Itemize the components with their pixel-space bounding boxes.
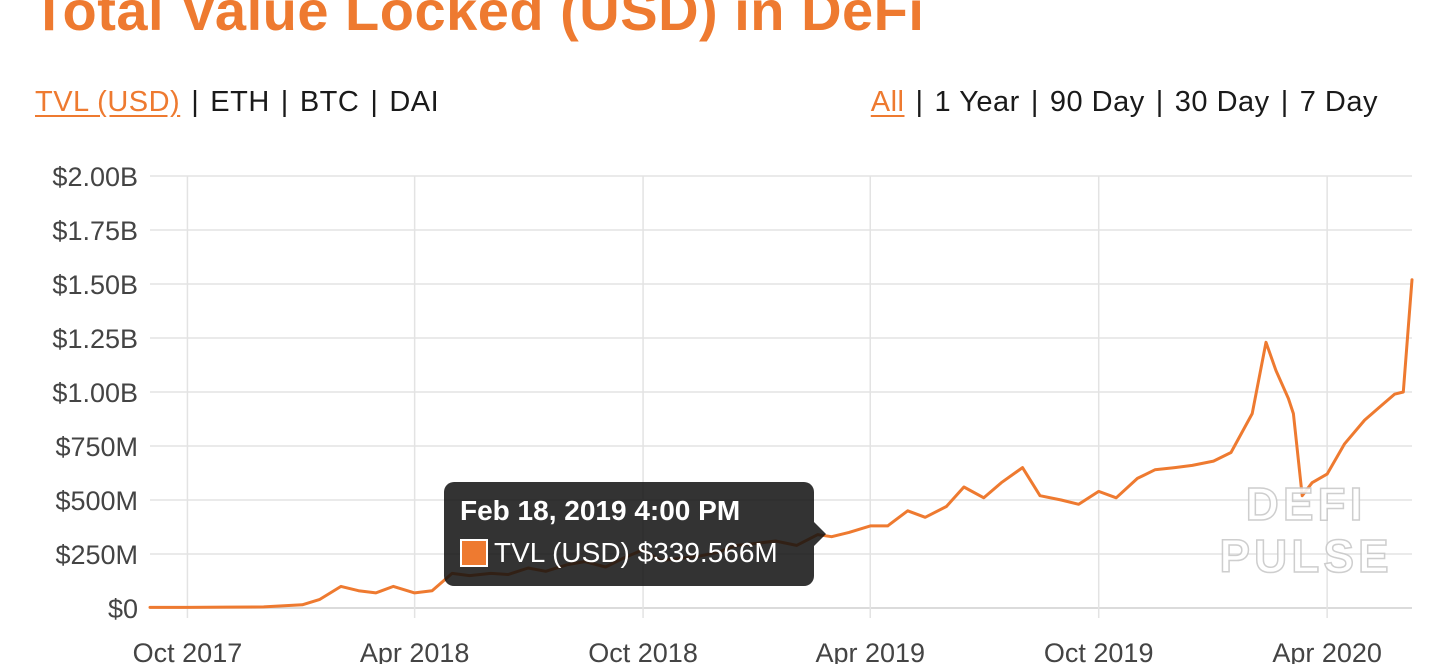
- tab-separator: |: [191, 86, 200, 118]
- tooltip-date: Feb 18, 2019 4:00 PM: [460, 495, 741, 526]
- y-tick-label: $1.75B: [52, 216, 138, 246]
- page-title: Total Value Locked (USD) in DeFi: [32, 0, 925, 42]
- range-90-day[interactable]: 90 Day: [1049, 86, 1145, 118]
- tab-separator: |: [1155, 86, 1164, 118]
- range-all[interactable]: All: [870, 86, 905, 118]
- tab-eth[interactable]: ETH: [210, 86, 270, 118]
- x-axis-ticks: Oct 2017 Apr 2018 Oct 2018 Apr 2019 Oct 2019…: [133, 638, 1382, 664]
- y-tick-label: $500M: [55, 486, 138, 516]
- tab-separator: |: [280, 86, 289, 118]
- watermark-line-1: DEFI: [1245, 477, 1367, 531]
- range-tabs: All | 1 Year | 90 Day | 30 Day | 7 Day: [871, 86, 1378, 119]
- y-tick-label: $0: [108, 594, 138, 624]
- y-tick-label: $2.00B: [52, 162, 138, 192]
- metric-tabs: TVL (USD) | ETH | BTC | DAI: [35, 86, 439, 119]
- x-tick-label: Apr 2018: [360, 638, 470, 664]
- tab-tvl-usd[interactable]: TVL (USD): [35, 86, 181, 118]
- tab-separator: |: [1030, 86, 1039, 118]
- tooltip-row: TVL (USD) $339.566M: [460, 536, 798, 570]
- tab-dai[interactable]: DAI: [389, 86, 440, 118]
- tab-separator: |: [370, 86, 379, 118]
- y-tick-label: $1.25B: [52, 324, 138, 354]
- y-axis-ticks: $0 $250M $500M $750M $1.00B $1.25B $1.50B $1.75…: [52, 162, 138, 624]
- x-tick-label: Oct 2017: [133, 638, 243, 664]
- x-tick-label: Oct 2019: [1044, 638, 1154, 664]
- x-tick-label: Apr 2019: [815, 638, 925, 664]
- series-color-swatch: [460, 539, 488, 567]
- defi-pulse-watermark: DEFI PULSE: [1216, 477, 1396, 583]
- watermark-line-2: PULSE: [1219, 529, 1393, 583]
- tooltip-series-name: TVL (USD): [494, 537, 630, 568]
- y-tick-label: $750M: [55, 432, 138, 462]
- y-tick-label: $1.00B: [52, 378, 138, 408]
- grid-layer: [150, 175, 1412, 618]
- y-tick-label: $250M: [55, 540, 138, 570]
- tooltip-value: $339.566M: [637, 537, 778, 568]
- y-tick-label: $1.50B: [52, 270, 138, 300]
- x-tick-label: Oct 2018: [588, 638, 698, 664]
- tab-separator: |: [915, 86, 924, 118]
- x-tick-label: Apr 2020: [1272, 638, 1382, 664]
- tab-separator: |: [1280, 86, 1289, 118]
- range-30-day[interactable]: 30 Day: [1174, 86, 1270, 118]
- chart-tooltip: Feb 18, 2019 4:00 PM TVL (USD) $339.566M: [444, 482, 826, 586]
- tab-btc[interactable]: BTC: [299, 86, 360, 118]
- range-7-day[interactable]: 7 Day: [1299, 86, 1378, 118]
- range-1-year[interactable]: 1 Year: [934, 86, 1020, 118]
